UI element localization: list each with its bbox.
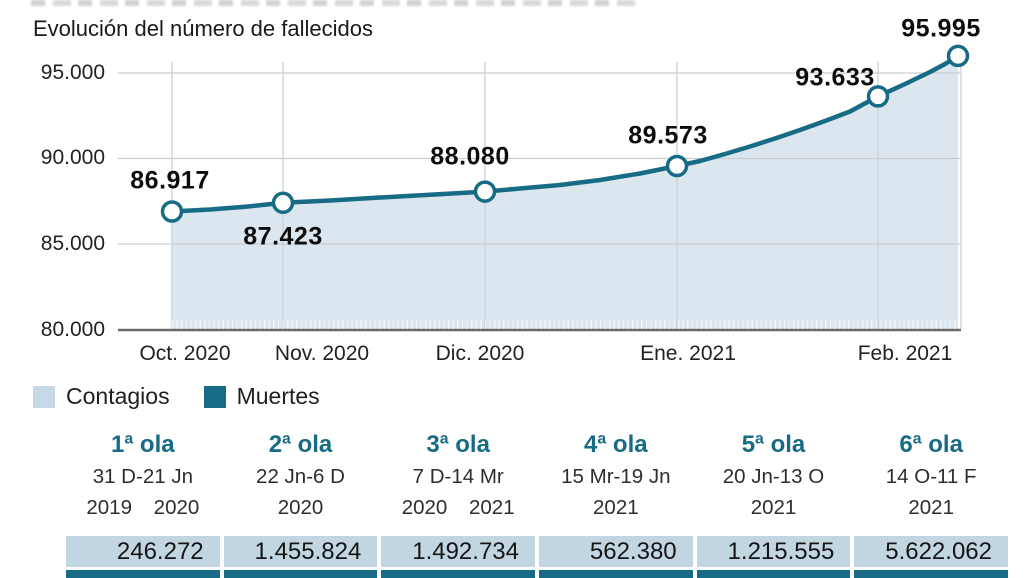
wave-6-title: 6ª ola xyxy=(899,431,963,458)
legend-item-contagios: Contagios xyxy=(33,383,170,410)
data-label-86917: 86.917 xyxy=(130,166,210,195)
wave-5-muertes xyxy=(696,570,851,578)
area-fill xyxy=(172,55,958,330)
data-label-93633: 93.633 xyxy=(795,63,875,92)
y-tick-90000: 90.000 xyxy=(40,146,105,169)
wave-2-contagios: 1.455.824 xyxy=(223,536,378,567)
wave-1-dates: 31 D-21 Jn xyxy=(92,465,193,488)
wave-5-title: 5ª ola xyxy=(741,431,806,458)
data-label-87423: 87.423 xyxy=(243,222,323,251)
wave-4-contagios: 562.380 xyxy=(539,536,693,567)
wave-2-muertes xyxy=(223,570,378,578)
wave-3-title: 3ª ola xyxy=(426,431,490,458)
x-tick-dic-2020: Dic. 2020 xyxy=(435,342,525,365)
waves-table: 1ª ola 2ª ola 3ª ola 4ª ola 5ª ola 6ª ol… xyxy=(66,429,1008,578)
wave-3-contagios: 1.492.734 xyxy=(381,536,535,567)
wave-3-dates: 7 D-14 Mr xyxy=(412,465,504,488)
wave-6-dates: 14 O-11 F xyxy=(885,465,977,488)
y-tick-80000: 80.000 xyxy=(40,318,105,341)
wave-1-title: 1ª ola xyxy=(111,431,175,458)
wave-3-years: 2020 2021 xyxy=(401,496,515,519)
wave-5-years: 2021 xyxy=(750,496,797,519)
x-tick-oct-2020: Oct. 2020 xyxy=(139,342,231,365)
wave-6-years: 2021 xyxy=(908,496,954,519)
wave-2-dates: 22 Jn-6 D xyxy=(256,465,345,488)
legend-item-muertes: Muertes xyxy=(203,383,320,410)
clipped-title-remnant xyxy=(31,0,641,6)
wave-1-muertes xyxy=(66,570,220,578)
contagios-swatch-icon xyxy=(33,385,55,408)
legend-contagios-label: Contagios xyxy=(66,383,170,409)
wave-1-contagios: 246.272 xyxy=(66,536,220,567)
y-tick-95000: 95.000 xyxy=(40,61,105,84)
wave-5-contagios: 1.215.555 xyxy=(696,536,851,567)
wave-4-dates: 15 Mr-19 Jn xyxy=(561,465,671,488)
wave-1-years: 2019 2020 xyxy=(86,496,200,519)
legend-muertes-label: Muertes xyxy=(236,383,320,409)
wave-years-row: 2019 2020 2020 2020 2021 2021 2021 2021 xyxy=(66,492,1008,523)
data-point-markers xyxy=(160,44,970,223)
wave-4-title: 4ª ola xyxy=(584,431,648,458)
wave-3-muertes xyxy=(381,570,535,578)
contagios-values-row: 246.272 1.455.824 1.492.734 562.380 1.21… xyxy=(66,523,1008,567)
wave-dates-row: 31 D-21 Jn 22 Jn-6 D 7 D-14 Mr 15 Mr-19 … xyxy=(66,461,1008,492)
daily-tick-marks xyxy=(172,320,959,329)
wave-6-contagios: 5.622.062 xyxy=(854,536,1008,567)
legend: Contagios Muertes xyxy=(33,383,354,410)
wave-2-years: 2020 xyxy=(277,496,324,519)
chart-subtitle: Evolución del número de fallecidos xyxy=(33,16,373,41)
wave-5-dates: 20 Jn-13 O xyxy=(722,465,825,488)
wave-6-muertes xyxy=(854,570,1008,578)
wave-2-title: 2ª ola xyxy=(268,431,333,458)
horizontal-gridlines xyxy=(118,72,961,245)
muertes-swatch-icon xyxy=(203,385,226,408)
x-tick-ene-2021: Ene. 2021 xyxy=(640,342,736,365)
data-label-89573: 89.573 xyxy=(628,121,708,150)
wave-titles-row: 1ª ola 2ª ola 3ª ola 4ª ola 5ª ola 6ª ol… xyxy=(66,429,1008,461)
y-tick-85000: 85.000 xyxy=(40,232,105,255)
data-label-88080: 88.080 xyxy=(430,142,510,171)
muertes-values-row-clipped xyxy=(66,567,1008,578)
wave-4-muertes xyxy=(539,570,693,578)
data-label-95995: 95.995 xyxy=(901,14,981,43)
x-tick-feb-2021: Feb. 2021 xyxy=(857,342,953,365)
x-tick-nov-2020: Nov. 2020 xyxy=(274,342,370,365)
wave-4-years: 2021 xyxy=(593,496,639,519)
